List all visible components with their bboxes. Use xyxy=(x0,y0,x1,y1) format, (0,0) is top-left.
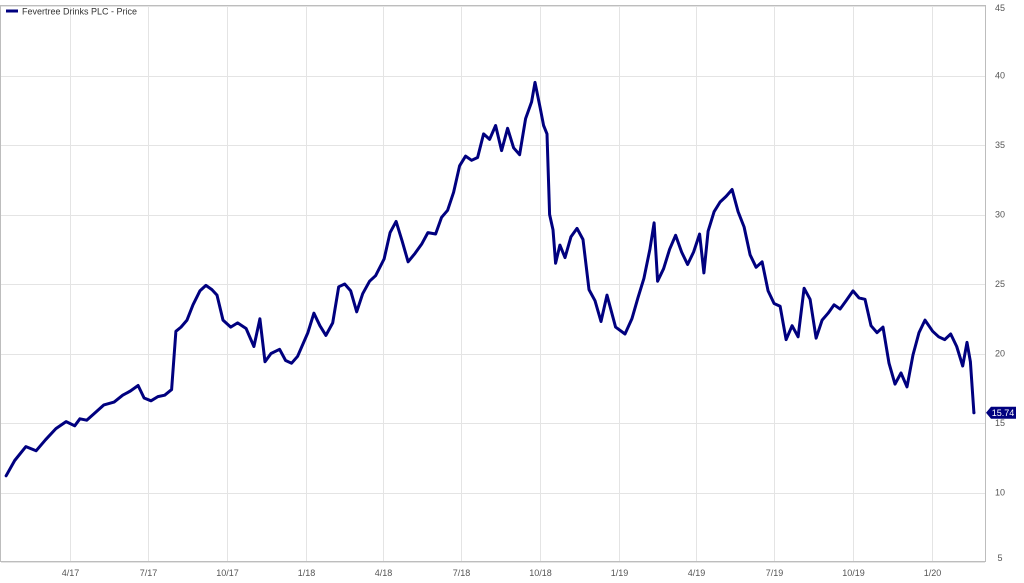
x-tick-label: 4/17 xyxy=(62,568,80,578)
price-series-line xyxy=(4,80,976,478)
y-tick-label: 20 xyxy=(995,349,1005,359)
y-tick-label: 45 xyxy=(995,3,1005,13)
x-tick-label: 7/18 xyxy=(453,568,471,578)
x-tick-label: 1/18 xyxy=(298,568,316,578)
y-tick-label: 15 xyxy=(995,418,1005,428)
grid-lines xyxy=(1,6,985,563)
y-tick-label: 25 xyxy=(995,279,1005,289)
last-value-badge xyxy=(986,406,1016,419)
x-axis: 4/17 7/17 10/17 1/18 4/18 7/18 10/18 1/19 4/19 7/… xyxy=(62,568,942,578)
x-tick-label: 7/17 xyxy=(140,568,158,578)
last-data-point xyxy=(972,411,976,415)
plot-frame xyxy=(0,5,986,562)
y-tick-label: 10 xyxy=(995,488,1005,498)
x-tick-label: 7/19 xyxy=(766,568,784,578)
y-axis: 5 10 15 20 25 30 35 40 45 xyxy=(995,3,1005,563)
x-tick-label: 10/19 xyxy=(842,568,865,578)
x-tick-label: 4/18 xyxy=(375,568,393,578)
x-tick-label: 4/19 xyxy=(688,568,706,578)
y-tick-label: 5 xyxy=(997,553,1002,563)
y-tick-label: 30 xyxy=(995,210,1005,220)
last-value-marker: 15.74 xyxy=(986,406,1016,419)
last-value-label: 15.74 xyxy=(992,408,1015,418)
series-layer xyxy=(4,80,976,478)
x-tick-label: 1/20 xyxy=(924,568,942,578)
x-tick-label: 1/19 xyxy=(611,568,629,578)
x-tick-label: 10/18 xyxy=(529,568,552,578)
legend-entry-label: Fevertree Drinks PLC - Price xyxy=(22,7,137,17)
legend: Fevertree Drinks PLC - Price xyxy=(6,7,137,17)
y-tick-label: 35 xyxy=(995,140,1005,150)
y-tick-label: 40 xyxy=(995,71,1005,81)
x-tick-label: 10/17 xyxy=(216,568,239,578)
